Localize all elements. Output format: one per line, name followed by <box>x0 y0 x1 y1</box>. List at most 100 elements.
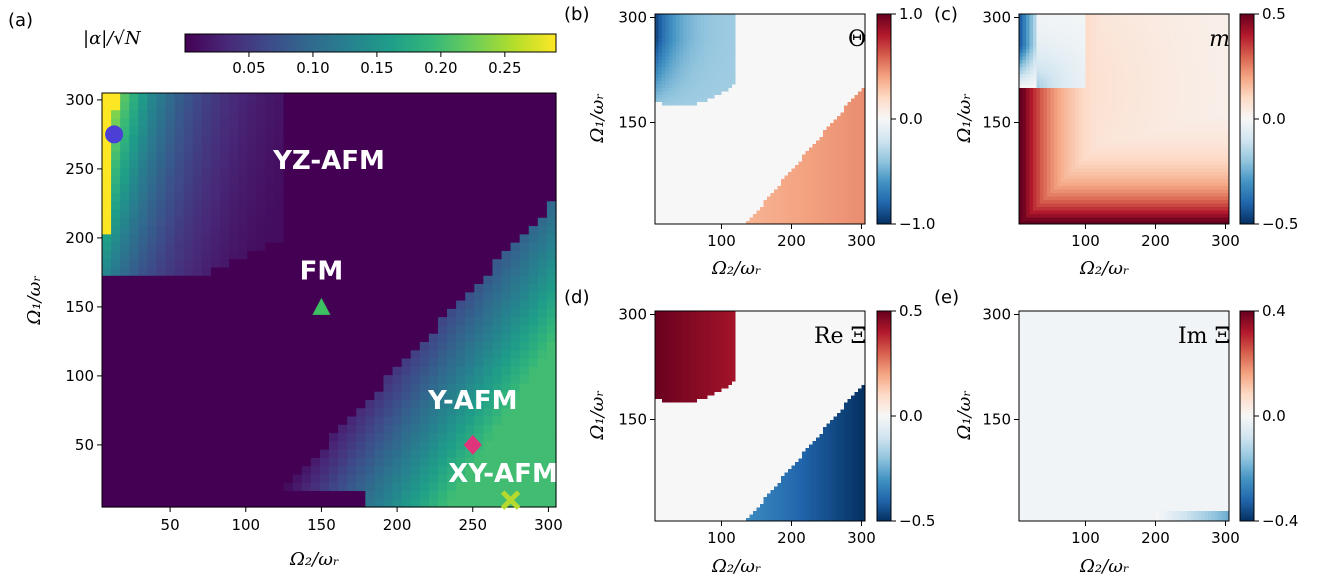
heatmap-cell <box>428 200 439 210</box>
heatmap-cell <box>777 178 782 183</box>
heatmap-cell <box>546 399 557 409</box>
heatmap-cell <box>777 140 782 144</box>
heatmap-cell <box>679 31 684 36</box>
heatmap-cell <box>756 185 761 190</box>
heatmap-cell <box>777 45 782 50</box>
heatmap-cell <box>756 182 761 186</box>
heatmap-cell <box>165 109 176 119</box>
heatmap-cell <box>728 213 733 218</box>
heatmap-cell <box>392 300 403 309</box>
heatmap-cell <box>319 266 330 276</box>
heatmap-cell <box>690 24 694 29</box>
heatmap-cell <box>483 217 494 227</box>
heatmap-cell <box>274 482 285 492</box>
heatmap-cell <box>679 168 684 172</box>
heatmap-cell <box>274 200 285 210</box>
heatmap-cell <box>749 143 754 148</box>
heatmap-cell <box>410 333 421 342</box>
heatmap-cell <box>192 341 203 351</box>
heatmap-cell <box>183 407 194 417</box>
heatmap-cell <box>721 45 726 50</box>
heatmap-cell <box>763 143 768 148</box>
heatmap-cell <box>756 56 761 60</box>
heatmap-cell <box>749 220 754 225</box>
heatmap-cell <box>711 101 715 106</box>
heatmap-cell <box>247 250 257 260</box>
heatmap-cell <box>770 45 775 50</box>
heatmap-cell <box>383 126 394 135</box>
heatmap-cell <box>735 189 740 193</box>
heatmap-cell <box>788 192 792 197</box>
heatmap-cell <box>537 192 548 202</box>
heatmap-cell <box>791 154 796 158</box>
heatmap-cell <box>147 142 158 152</box>
heatmap-cell <box>274 175 285 185</box>
heatmap-cell <box>201 233 212 243</box>
heatmap-cell <box>519 357 530 367</box>
heatmap-cell <box>718 56 722 60</box>
heatmap-cell <box>711 56 715 60</box>
heatmap-cell <box>492 275 503 285</box>
heatmap-cell <box>781 154 785 158</box>
heatmap-cell <box>374 316 385 326</box>
heatmap-cell <box>174 366 185 376</box>
heatmap-cell <box>690 14 694 18</box>
heatmap-cell <box>672 87 677 92</box>
panel-b-heatmap <box>655 14 866 225</box>
heatmap-cell <box>546 391 557 400</box>
heatmap-cell <box>697 171 701 176</box>
heatmap-cell <box>329 175 339 185</box>
heatmap-cell <box>753 171 757 176</box>
heatmap-cell <box>742 42 747 46</box>
heatmap-cell <box>374 134 385 144</box>
heatmap-cell <box>147 382 158 392</box>
heatmap-cell <box>338 109 348 119</box>
heatmap-cell <box>174 300 185 309</box>
heatmap-cell <box>310 225 321 235</box>
heatmap-cell <box>735 94 740 99</box>
heatmap-cell <box>760 84 764 88</box>
heatmap-cell <box>711 129 715 134</box>
heatmap-cell <box>301 415 312 425</box>
heatmap-cell <box>319 415 330 425</box>
heatmap-cell <box>474 407 484 417</box>
heatmap-cell <box>739 28 743 32</box>
heatmap-cell <box>301 424 312 434</box>
heatmap-cell <box>760 185 764 190</box>
heatmap-cell <box>120 142 130 152</box>
heatmap-cell <box>383 225 394 235</box>
heatmap-cell <box>700 189 705 193</box>
heatmap-cell <box>728 108 733 113</box>
heatmap-cell <box>456 117 466 127</box>
heatmap-cell <box>788 21 792 25</box>
heatmap-cell <box>174 242 185 251</box>
heatmap-cell <box>220 440 230 450</box>
heatmap-cell <box>510 101 521 111</box>
heatmap-cell <box>465 382 475 392</box>
heatmap-cell <box>356 449 366 458</box>
heatmap-cell <box>679 210 684 214</box>
heatmap-cell <box>693 91 698 95</box>
heatmap-cell <box>265 258 276 268</box>
heatmap-cell <box>492 233 503 243</box>
heatmap-cell <box>665 213 670 218</box>
heatmap-cell <box>365 465 375 475</box>
heatmap-cell <box>697 164 701 169</box>
heatmap-cell <box>676 56 680 60</box>
heatmap-cell <box>669 80 673 85</box>
heatmap-cell <box>356 300 366 309</box>
heatmap-cell <box>365 349 375 359</box>
heatmap-cell <box>392 291 403 301</box>
heatmap-cell <box>120 283 130 293</box>
heatmap-cell <box>735 31 740 36</box>
heatmap-cell <box>679 98 684 102</box>
heatmap-cell <box>301 150 312 160</box>
heatmap-cell <box>683 17 687 22</box>
heatmap-cell <box>714 185 719 190</box>
heatmap-cell <box>183 101 194 111</box>
heatmap-cell <box>777 91 782 95</box>
heatmap-cell <box>770 206 775 211</box>
heatmap-cell <box>795 192 799 197</box>
heatmap-cell <box>739 21 743 25</box>
heatmap-cell <box>760 129 764 134</box>
